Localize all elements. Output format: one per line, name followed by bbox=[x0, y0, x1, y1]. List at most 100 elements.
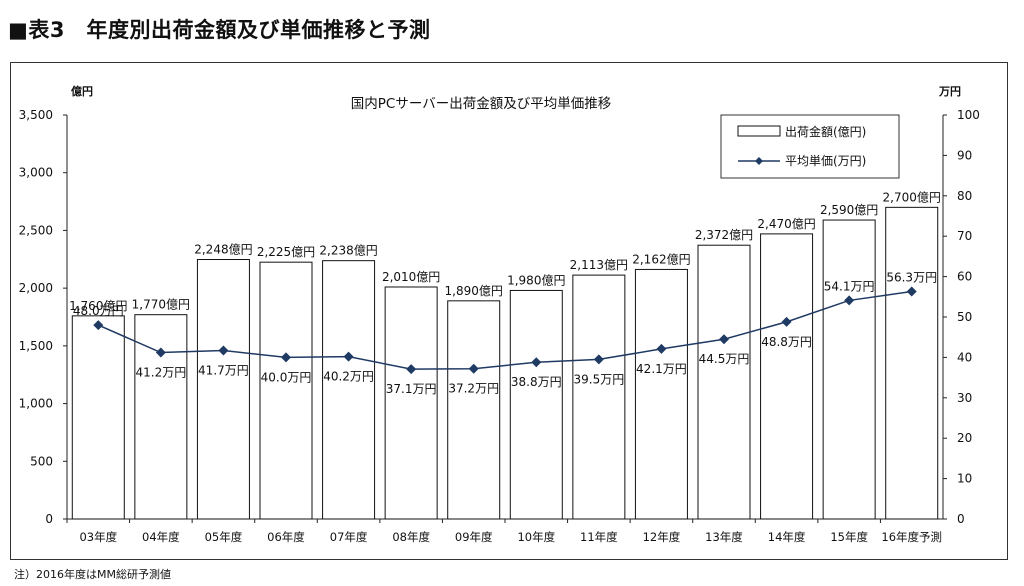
line-point bbox=[593, 354, 604, 365]
left-tick-label: 500 bbox=[30, 454, 53, 468]
bars-group bbox=[71, 206, 939, 520]
x-tick-label: 03年度 bbox=[79, 530, 117, 544]
footnote: 注）2016年度はMM総研予測値 bbox=[14, 568, 171, 581]
x-tick-label: 04年度 bbox=[142, 530, 180, 544]
x-tick-label: 16年度予測 bbox=[881, 530, 942, 544]
bar bbox=[697, 244, 751, 520]
bar bbox=[822, 219, 876, 520]
bar-label: 1,760億円 bbox=[69, 299, 127, 313]
right-tick-label: 60 bbox=[957, 270, 972, 284]
right-tick-label: 80 bbox=[957, 189, 972, 203]
line-label: 40.2万円 bbox=[323, 370, 374, 384]
legend-bar-swatch bbox=[737, 125, 781, 137]
legend-line-label: 平均単価(万円) bbox=[785, 154, 866, 168]
right-tick-label: 0 bbox=[957, 512, 965, 526]
header-title: ■表3 年度別出荷金額及び単価推移と予測 bbox=[8, 18, 431, 42]
x-tick-label: 06年度 bbox=[267, 530, 305, 544]
bar bbox=[634, 268, 688, 520]
x-tick-label: 08年度 bbox=[392, 530, 430, 544]
right-tick-label: 70 bbox=[957, 229, 972, 243]
bar-label: 2,590億円 bbox=[820, 203, 878, 217]
x-tick-label: 14年度 bbox=[768, 530, 806, 544]
bar bbox=[196, 259, 250, 520]
bar-label: 2,113億円 bbox=[570, 258, 628, 272]
bar bbox=[259, 261, 313, 520]
bar-label: 1,890億円 bbox=[445, 284, 503, 298]
line-label: 42.1万円 bbox=[636, 362, 687, 376]
axes-group: 0 500 1,000 1,500 2,000 2,500 3,000 3,500 0 10 20 3… bbox=[19, 108, 980, 544]
line-point bbox=[468, 363, 479, 374]
line-point bbox=[93, 320, 104, 331]
line-label: 37.2万円 bbox=[448, 382, 499, 396]
left-tick-label: 2,000 bbox=[19, 281, 53, 295]
line-point bbox=[531, 357, 542, 368]
left-tick-label: 1,500 bbox=[19, 339, 53, 353]
bar bbox=[71, 315, 125, 520]
bar-label: 2,225億円 bbox=[257, 245, 315, 259]
line-point bbox=[218, 345, 229, 356]
bar-label: 2,010億円 bbox=[382, 270, 440, 284]
line-point bbox=[281, 352, 291, 363]
line-point bbox=[719, 334, 729, 345]
bar-label: 2,238億円 bbox=[319, 244, 377, 258]
line-label: 38.8万円 bbox=[511, 375, 562, 389]
x-tick-label: 13年度 bbox=[705, 530, 743, 544]
line-point bbox=[343, 351, 354, 362]
x-tick-label: 15年度 bbox=[830, 530, 868, 544]
right-tick-label: 40 bbox=[957, 350, 972, 364]
right-tick-label: 20 bbox=[957, 431, 972, 445]
line-label: 56.3万円 bbox=[886, 271, 937, 285]
chart: 0 500 1,000 1,500 2,000 2,500 3,000 3,500 0 10 20 3… bbox=[19, 84, 980, 544]
bar bbox=[885, 206, 939, 520]
line-label: 48.8万円 bbox=[761, 335, 812, 349]
line-point bbox=[406, 364, 417, 375]
left-tick-label: 1,000 bbox=[19, 397, 53, 411]
line-point bbox=[155, 347, 166, 358]
line-label: 39.5万円 bbox=[573, 372, 624, 386]
x-tick-label: 10年度 bbox=[517, 530, 555, 544]
right-tick-label: 10 bbox=[957, 472, 972, 486]
bar-label: 1,980億円 bbox=[507, 273, 565, 287]
legend-line-marker bbox=[755, 157, 763, 165]
x-tick-label: 12年度 bbox=[643, 530, 681, 544]
labels-group: 1,760億円 1,770億円 2,248億円 2,225億円 2,238億円 2,010… bbox=[69, 190, 941, 396]
right-tick-label: 90 bbox=[957, 148, 972, 162]
chart-title: 国内PCサーバー出荷金額及び平均単価推移 bbox=[351, 96, 611, 112]
left-tick-label: 2,500 bbox=[19, 223, 53, 237]
right-tick-label: 100 bbox=[957, 108, 980, 122]
x-tick-label: 11年度 bbox=[580, 530, 618, 544]
x-tick-label: 09年度 bbox=[455, 530, 493, 544]
line-label: 40.0万円 bbox=[261, 370, 312, 384]
bar-label: 2,470億円 bbox=[757, 217, 815, 231]
bar bbox=[384, 286, 438, 520]
line-label: 41.7万円 bbox=[198, 364, 249, 378]
right-tick-label: 30 bbox=[957, 391, 972, 405]
legend-bar-label: 出荷金額(億円) bbox=[785, 124, 866, 139]
line-point bbox=[656, 343, 667, 354]
bar bbox=[447, 300, 501, 520]
legend: 出荷金額(億円) 平均単価(万円) bbox=[720, 114, 900, 179]
line-series bbox=[97, 290, 912, 370]
bar bbox=[322, 260, 376, 520]
bar bbox=[760, 233, 814, 520]
right-tick-label: 50 bbox=[957, 310, 972, 324]
bar bbox=[572, 274, 626, 520]
line-label: 37.1万円 bbox=[386, 382, 437, 396]
bar bbox=[509, 289, 563, 520]
bar-label: 2,700億円 bbox=[883, 190, 941, 204]
bar-label: 2,162億円 bbox=[632, 252, 690, 266]
line-point bbox=[781, 316, 792, 327]
right-axis-unit: 万円 bbox=[938, 85, 961, 98]
chart-frame: 0 500 1,000 1,500 2,000 2,500 3,000 3,500 0 10 20 3… bbox=[10, 62, 1008, 560]
x-tick-label: 05年度 bbox=[205, 530, 243, 544]
line-point bbox=[844, 295, 855, 306]
line-label: 48.0万円 bbox=[73, 304, 124, 318]
left-tick-label: 0 bbox=[45, 512, 53, 526]
line-label: 54.1万円 bbox=[824, 279, 875, 293]
bar-label: 1,770億円 bbox=[132, 298, 190, 312]
left-axis-unit: 億円 bbox=[71, 84, 93, 98]
line-point bbox=[906, 286, 917, 297]
bar-label: 2,248億円 bbox=[194, 243, 252, 257]
line-label: 44.5万円 bbox=[699, 352, 750, 366]
line-group bbox=[93, 286, 917, 375]
